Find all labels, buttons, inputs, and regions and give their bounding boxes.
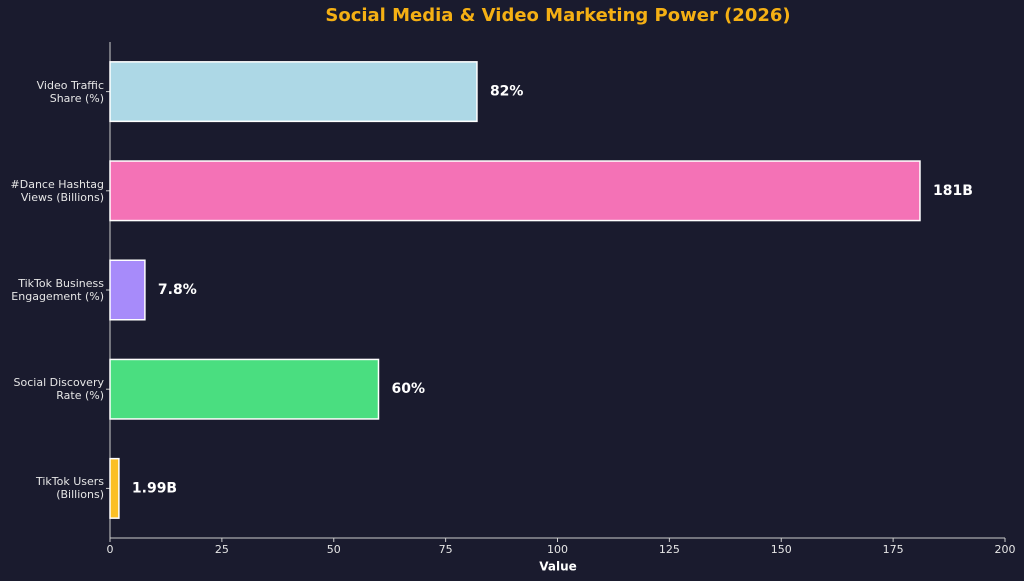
bar xyxy=(109,358,380,420)
x-tick-label: 100 xyxy=(547,543,568,556)
y-tick-label: #Dance Hashtag Views (Billions) xyxy=(10,177,104,204)
bar xyxy=(109,457,120,519)
y-tick-label: Social Discovery Rate (%) xyxy=(13,376,104,403)
x-tick-label: 0 xyxy=(107,543,114,556)
bar xyxy=(109,61,478,123)
y-tick-label: TikTok Users (Billions) xyxy=(35,475,104,502)
x-tick-label: 150 xyxy=(771,543,792,556)
value-label: 181B xyxy=(933,183,973,199)
x-tick-label: 50 xyxy=(327,543,341,556)
value-label: 60% xyxy=(392,381,426,397)
x-tick-label: 125 xyxy=(659,543,680,556)
value-label: 1.99B xyxy=(132,480,177,496)
x-tick-label: 25 xyxy=(215,543,229,556)
value-label: 82% xyxy=(490,84,524,100)
value-label: 7.8% xyxy=(158,282,197,298)
chart-title: Social Media & Video Marketing Power (20… xyxy=(325,5,790,26)
y-tick-label: TikTok Business Engagement (%) xyxy=(11,277,104,303)
x-tick-label: 200 xyxy=(995,543,1016,556)
bar xyxy=(109,259,146,321)
y-tick-label: Video Traffic Share (%) xyxy=(36,78,104,105)
bar xyxy=(109,160,921,222)
x-tick-label: 175 xyxy=(883,543,904,556)
x-axis-label: Value xyxy=(539,560,577,574)
x-tick-label: 75 xyxy=(439,543,453,556)
